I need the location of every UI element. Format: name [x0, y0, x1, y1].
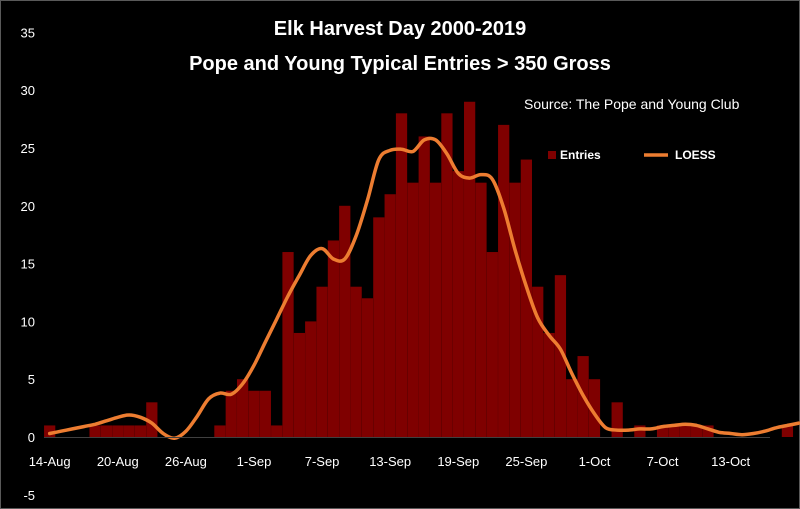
entries-bar [679, 425, 691, 437]
entries-bar [441, 113, 453, 437]
legend-entries-label: Entries [560, 148, 601, 162]
x-tick-label: 1-Oct [579, 454, 611, 469]
entries-bar [464, 101, 476, 437]
entries-bar [781, 425, 794, 437]
entries-bar [327, 240, 340, 437]
chart-subtitle: Pope and Young Typical Entries > 350 Gro… [189, 53, 611, 75]
x-tick-label: 25-Sep [505, 454, 547, 469]
x-tick-label: 13-Oct [711, 454, 750, 469]
x-tick-label: 13-Sep [369, 454, 411, 469]
entries-bar [112, 425, 124, 437]
entries-bar [293, 332, 305, 437]
entries-bar [611, 402, 623, 437]
legend: Entries LOESS [548, 148, 716, 162]
legend-entries-swatch [548, 151, 556, 159]
entries-bar [498, 124, 510, 437]
entries-bar [452, 171, 464, 437]
y-tick-label: 30 [21, 83, 35, 98]
entries-bar [339, 205, 351, 437]
x-tick-label: 26-Aug [165, 454, 207, 469]
y-tick-label: 35 [21, 25, 35, 40]
entries-bar [418, 136, 430, 437]
y-tick-label: 25 [21, 141, 35, 156]
entries-bar [691, 425, 703, 437]
entries-bar [259, 390, 271, 437]
entries-bar [668, 425, 680, 437]
entries-bar [554, 275, 567, 437]
entries-bar [384, 194, 396, 437]
x-tick-label: 19-Sep [437, 454, 479, 469]
y-tick-label: -5 [23, 488, 35, 503]
legend-loess-label: LOESS [675, 148, 716, 162]
x-tick-label: 7-Oct [647, 454, 679, 469]
entries-bar [520, 159, 532, 437]
entries-bar [475, 182, 487, 437]
x-tick-label: 14-Aug [29, 454, 71, 469]
entries-bar [702, 425, 714, 437]
y-tick-label: 5 [28, 372, 35, 387]
x-tick-label: 1-Sep [237, 454, 272, 469]
entries-bar [543, 332, 555, 437]
chart-title: Elk Harvest Day 2000-2019 [274, 18, 526, 40]
entries-bar [134, 425, 147, 437]
entries-bar [407, 182, 419, 437]
entries-bar [532, 286, 544, 437]
y-tick-label: 10 [21, 314, 35, 329]
y-tick-label: 20 [21, 199, 35, 214]
entries-bars [44, 101, 794, 437]
entries-bar [486, 252, 498, 437]
loess-line [47, 136, 800, 440]
entries-bar [634, 425, 646, 437]
entries-bar [146, 402, 158, 437]
entries-bar [361, 298, 374, 437]
y-tick-label: 15 [21, 257, 35, 272]
entries-bar [225, 390, 237, 437]
entries-bar [509, 182, 521, 437]
entries-bar [214, 425, 226, 437]
y-axis: -5 0 5 10 15 20 25 30 35 [21, 25, 35, 502]
x-tick-label: 20-Aug [97, 454, 139, 469]
x-tick-label: 7-Sep [305, 454, 340, 469]
entries-bar [44, 425, 56, 437]
entries-bar [237, 379, 249, 437]
entries-bar [656, 425, 669, 437]
x-axis: 14-Aug 20-Aug 26-Aug 1-Sep 7-Sep 13-Sep 19-Sep… [29, 454, 751, 469]
entries-bar [350, 286, 362, 437]
entries-bar [248, 390, 260, 437]
entries-bar [282, 252, 294, 437]
entries-bar [100, 425, 113, 437]
entries-bar [305, 321, 317, 437]
entries-bar [373, 217, 385, 437]
entries-bar [271, 425, 283, 437]
entries-bar [566, 379, 578, 437]
entries-bar [89, 425, 101, 437]
entries-bar [395, 113, 408, 437]
entries-bar [316, 286, 328, 437]
y-tick-label: 0 [28, 430, 35, 445]
entries-bar [429, 182, 442, 437]
entries-bar [123, 425, 135, 437]
source-note: Source: The Pope and Young Club [524, 96, 740, 112]
entries-bar [588, 379, 601, 437]
